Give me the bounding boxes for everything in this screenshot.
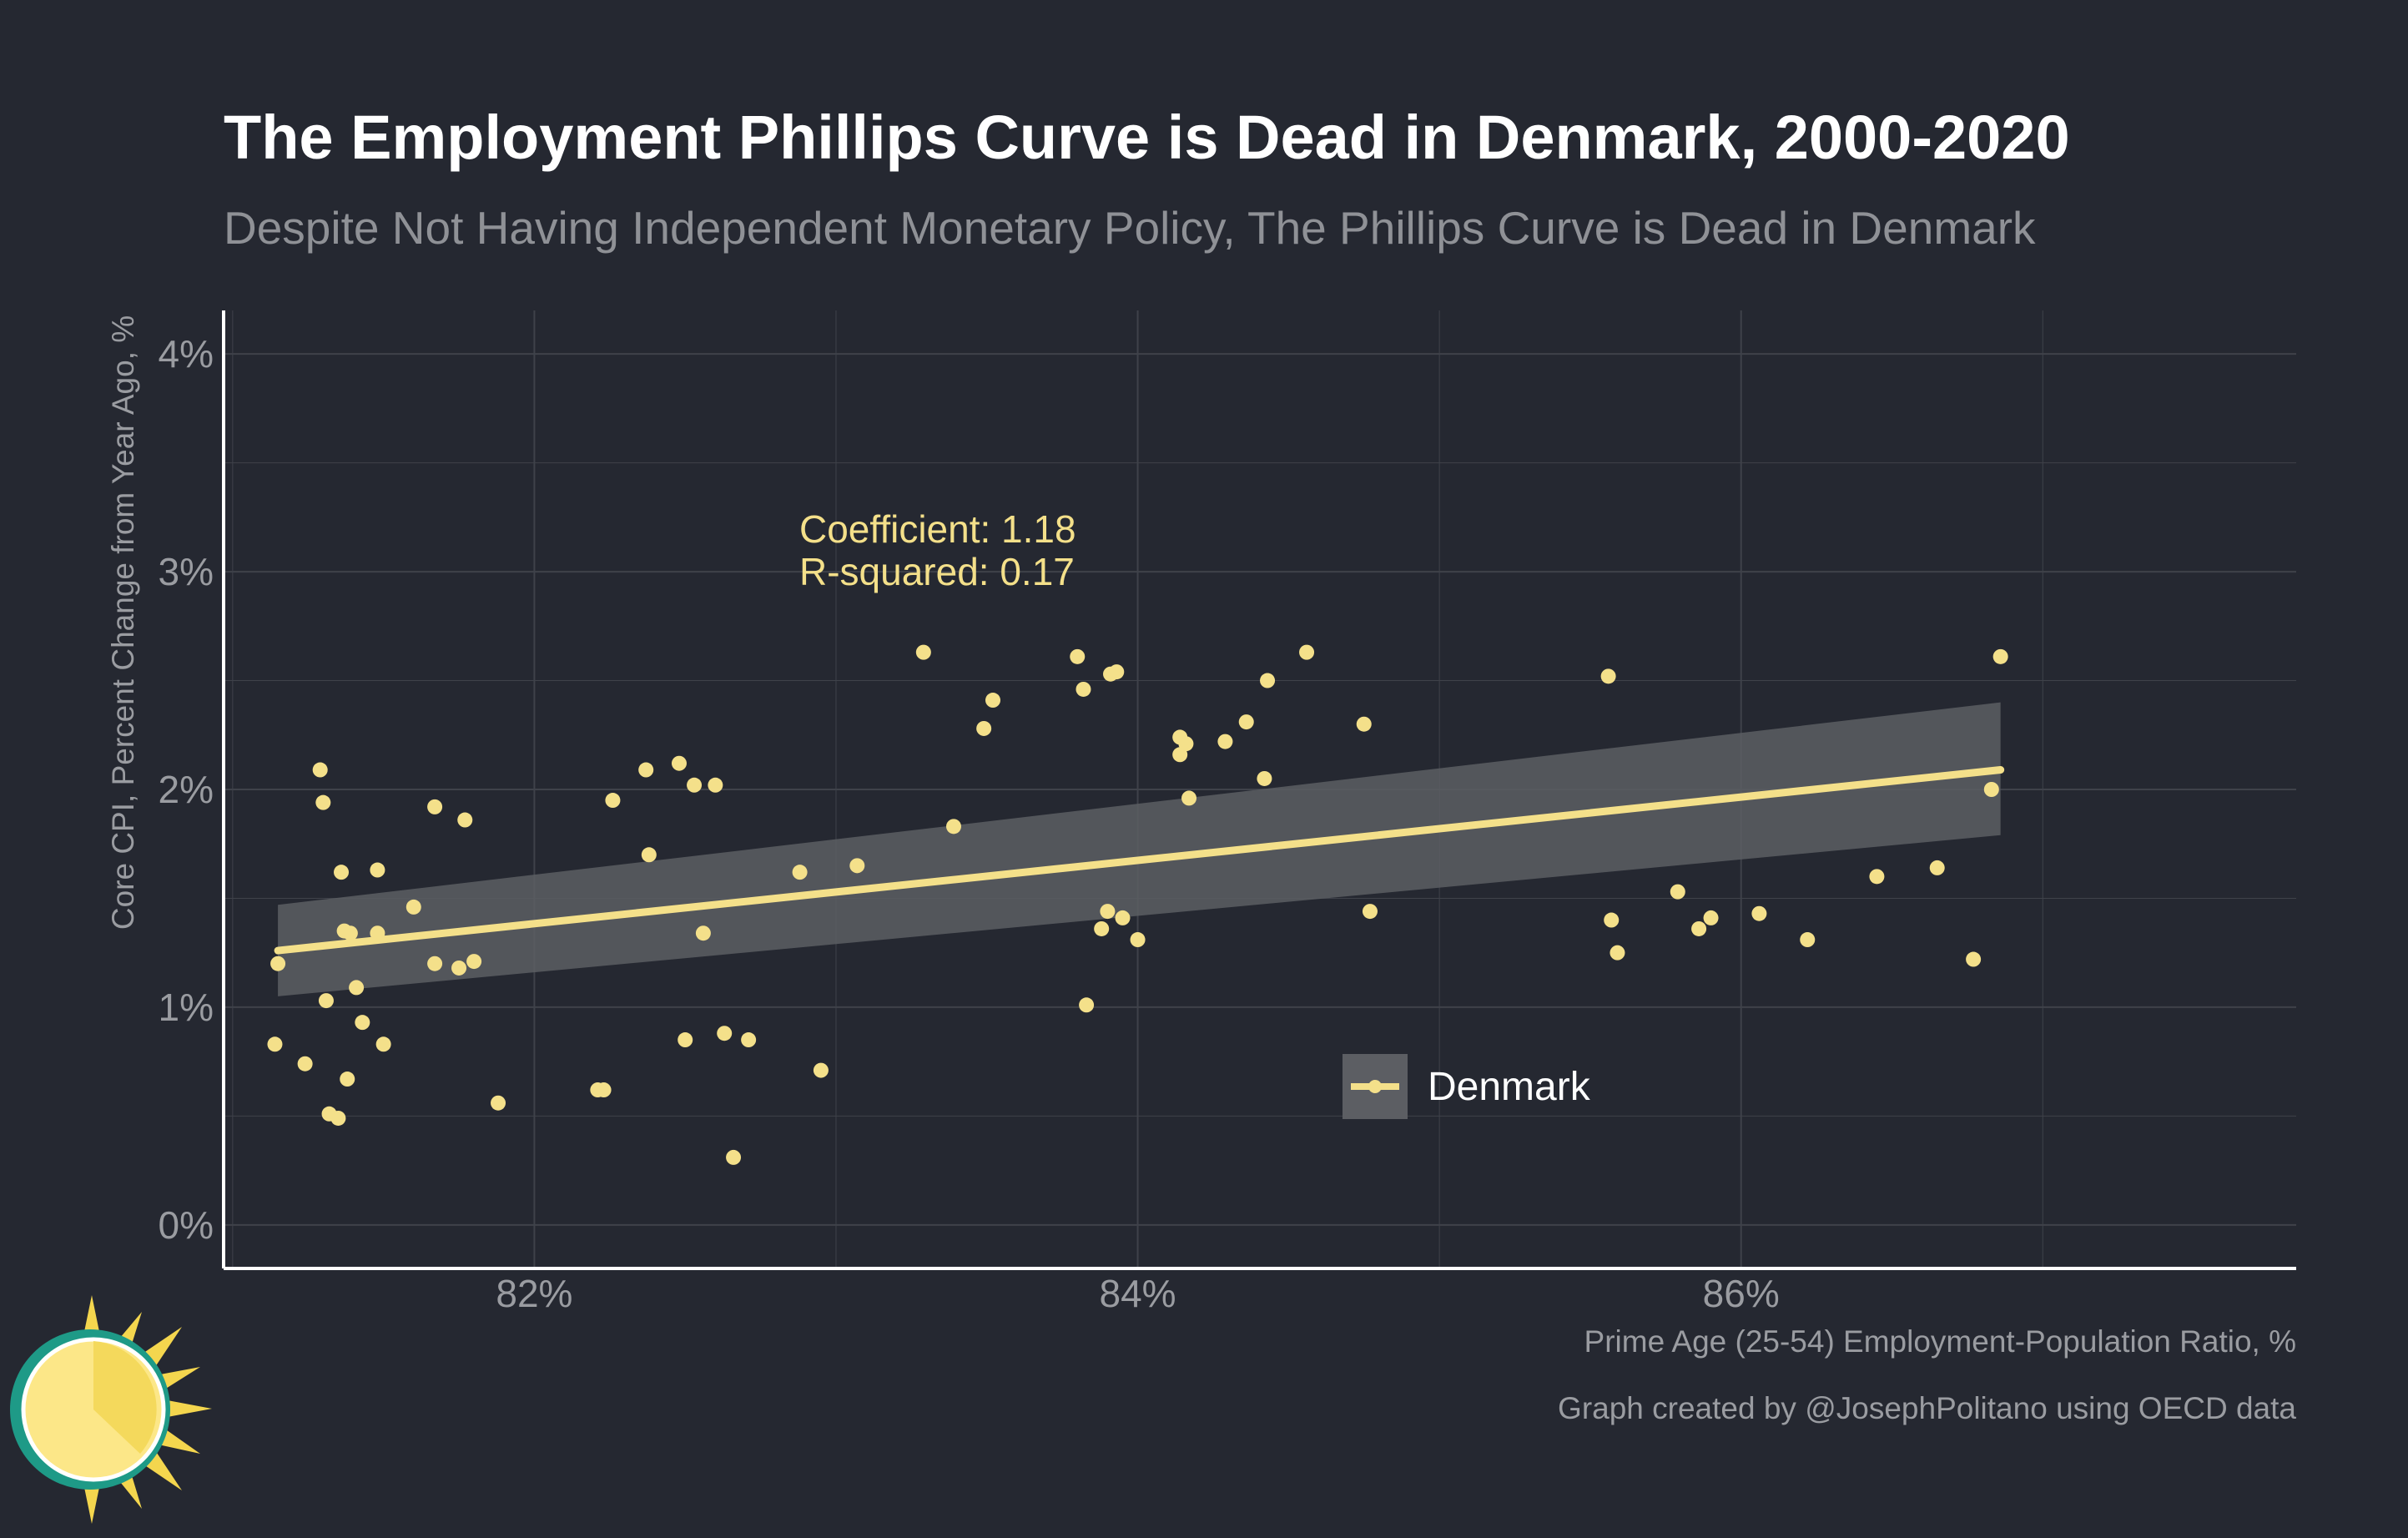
data-point — [687, 777, 703, 793]
data-point — [1703, 910, 1719, 925]
tick-labels: 0% 1% 2% 3% 4% 82% 84% 86% — [159, 332, 1780, 1315]
data-point — [708, 777, 723, 793]
data-point — [741, 1032, 757, 1048]
data-point — [946, 819, 962, 835]
data-point — [1070, 648, 1086, 664]
x-axis-label: Prime Age (25-54) Employment-Population … — [1584, 1324, 2296, 1359]
data-point — [1076, 681, 1091, 697]
data-point — [315, 794, 331, 810]
data-point — [976, 720, 992, 736]
data-point — [1929, 860, 1945, 875]
data-point — [695, 925, 711, 941]
data-point — [638, 762, 654, 778]
data-point — [1109, 664, 1125, 680]
y-tick-label: 0% — [159, 1203, 214, 1247]
data-point — [813, 1062, 829, 1078]
x-tick-label: 84% — [1100, 1272, 1176, 1315]
data-point — [466, 954, 482, 970]
y-tick-label: 3% — [159, 550, 214, 593]
data-point — [1356, 716, 1372, 732]
y-tick-label: 1% — [159, 986, 214, 1029]
data-point — [457, 812, 473, 828]
data-point — [641, 847, 657, 863]
data-point — [1257, 770, 1272, 786]
data-point — [605, 793, 621, 809]
data-point — [1600, 668, 1616, 684]
chart-title: The Employment Phillips Curve is Dead in… — [224, 103, 2070, 172]
data-point — [427, 956, 443, 971]
data-point — [1670, 884, 1685, 900]
data-point — [1869, 869, 1885, 885]
data-point — [915, 644, 931, 660]
credit-text: Graph created by @JosephPolitano using O… — [1558, 1391, 2296, 1425]
data-point — [1079, 997, 1095, 1013]
data-point — [1181, 790, 1197, 806]
trendline — [274, 766, 2005, 955]
confidence-band — [278, 702, 2001, 996]
data-point — [270, 956, 286, 971]
data-point — [717, 1026, 733, 1041]
data-point — [1094, 920, 1110, 936]
gridlines — [224, 310, 2296, 1268]
data-point — [596, 1082, 612, 1098]
legend: Denmark — [1343, 1054, 1591, 1119]
data-point — [334, 865, 350, 880]
data-point — [312, 762, 328, 778]
legend-key-point — [1368, 1080, 1382, 1093]
data-points — [267, 644, 2008, 1165]
data-point — [370, 862, 385, 878]
data-point — [1983, 782, 1999, 797]
data-point — [1800, 932, 1816, 948]
sun-logo-icon — [10, 1295, 212, 1524]
legend-label-denmark: Denmark — [1428, 1065, 1591, 1109]
annotation-coefficient: Coefficient: 1.18 — [799, 507, 1076, 551]
y-tick-label: 4% — [159, 332, 214, 376]
data-point — [1751, 905, 1767, 921]
data-point — [1100, 904, 1116, 920]
y-tick-label: 2% — [159, 768, 214, 811]
data-point — [297, 1056, 313, 1072]
data-point — [491, 1095, 506, 1111]
y-axis-label: Core CPI, Percent Change from Year Ago, … — [106, 315, 140, 930]
data-point — [318, 993, 334, 1009]
data-point — [671, 755, 687, 771]
data-point — [678, 1032, 693, 1048]
data-point — [1115, 910, 1131, 925]
data-point — [1238, 714, 1254, 730]
data-point — [375, 1036, 391, 1052]
data-point — [849, 858, 865, 874]
data-point — [1691, 920, 1707, 936]
data-point — [406, 899, 421, 915]
data-point — [1260, 673, 1276, 688]
data-point — [267, 1036, 283, 1052]
data-point — [792, 865, 808, 880]
data-point — [349, 980, 365, 996]
data-point — [1178, 736, 1194, 752]
data-point — [1299, 644, 1315, 660]
data-point — [1362, 904, 1378, 920]
data-point — [330, 1110, 346, 1126]
data-point — [985, 693, 1001, 708]
data-point — [342, 925, 358, 941]
confidence-band-layer — [278, 702, 2001, 996]
data-point — [340, 1072, 355, 1087]
data-point — [1604, 912, 1620, 928]
data-point — [427, 799, 443, 814]
data-point — [451, 960, 467, 976]
annotation-r-squared: R-squared: 0.17 — [799, 550, 1075, 593]
data-point — [726, 1149, 742, 1165]
data-point — [1217, 734, 1233, 749]
data-point — [1130, 932, 1146, 948]
data-point — [355, 1015, 370, 1031]
x-tick-label: 86% — [1703, 1272, 1780, 1315]
trendline-layer — [274, 766, 2005, 955]
x-tick-label: 82% — [496, 1272, 572, 1315]
data-point — [1992, 648, 2008, 664]
chart-subtitle: Despite Not Having Independent Monetary … — [224, 202, 2036, 254]
data-point — [1610, 945, 1625, 961]
data-point — [1966, 951, 1982, 967]
